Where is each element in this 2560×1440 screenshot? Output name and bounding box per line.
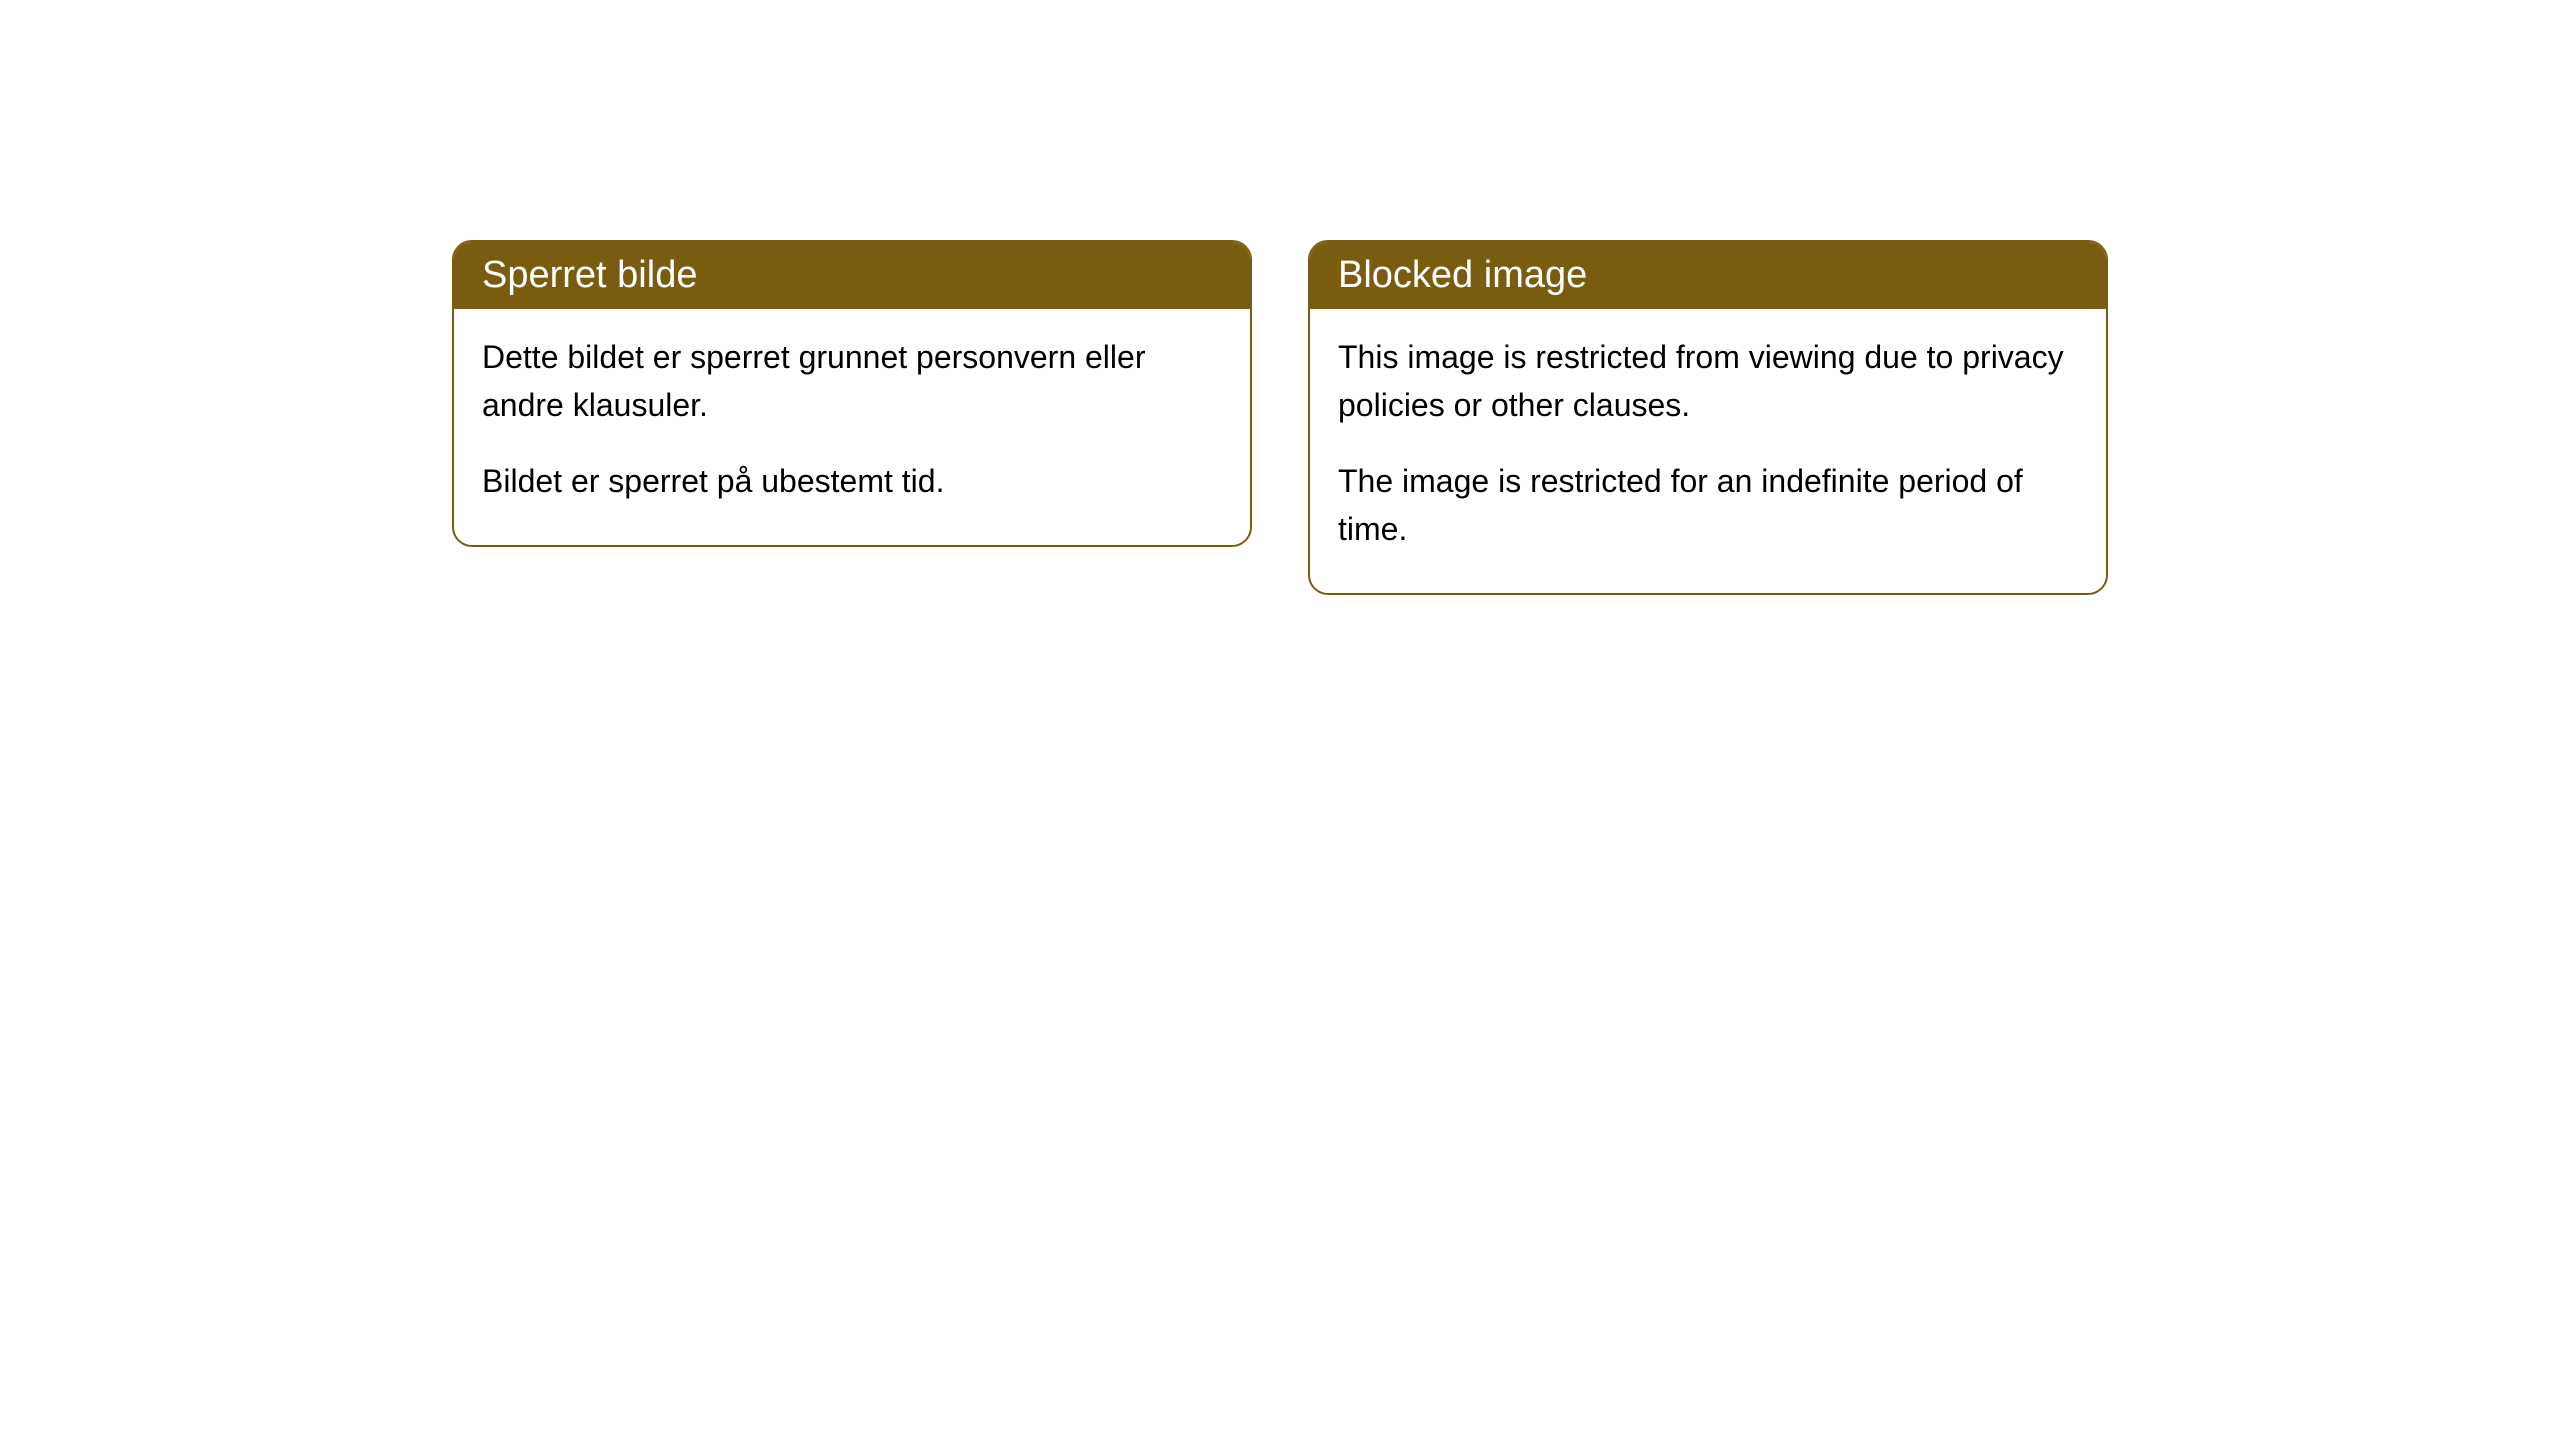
card-title-norwegian: Sperret bilde [482, 254, 697, 296]
card-paragraph-2-english: The image is restricted for an indefinit… [1338, 457, 2078, 553]
card-title-english: Blocked image [1338, 254, 1587, 296]
card-header-english: Blocked image [1310, 242, 2106, 309]
card-body-english: This image is restricted from viewing du… [1310, 309, 2106, 593]
blocked-image-card-norwegian: Sperret bilde Dette bildet er sperret gr… [452, 240, 1252, 547]
card-paragraph-1-english: This image is restricted from viewing du… [1338, 333, 2078, 429]
card-paragraph-1-norwegian: Dette bildet er sperret grunnet personve… [482, 333, 1222, 429]
blocked-image-card-english: Blocked image This image is restricted f… [1308, 240, 2108, 595]
card-header-norwegian: Sperret bilde [454, 242, 1250, 309]
card-body-norwegian: Dette bildet er sperret grunnet personve… [454, 309, 1250, 545]
card-paragraph-2-norwegian: Bildet er sperret på ubestemt tid. [482, 457, 1222, 505]
